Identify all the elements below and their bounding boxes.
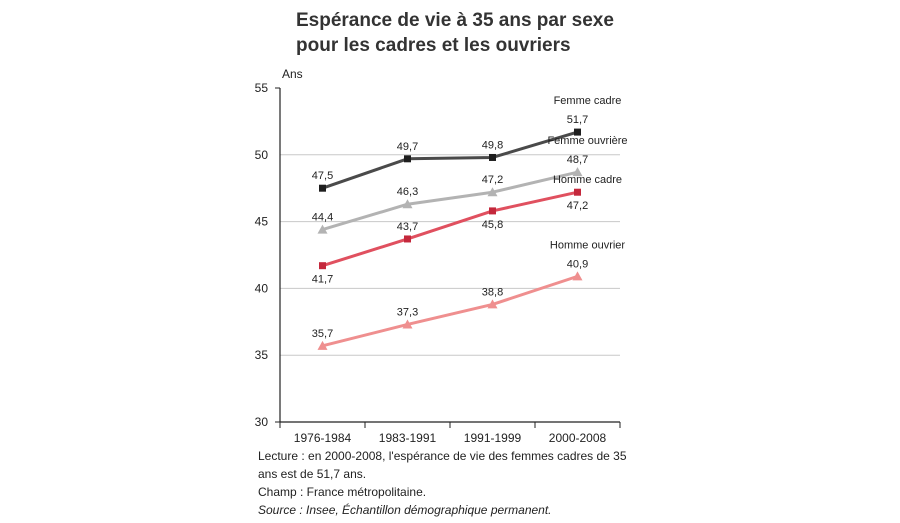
chart-title: Espérance de vie à 35 ans par sexe pour … <box>296 8 614 58</box>
data-label: 41,7 <box>312 274 333 286</box>
series-name-label: Femme ouvrière <box>547 135 627 147</box>
data-label: 48,7 <box>567 154 588 166</box>
data-point <box>572 167 583 177</box>
series-name-label: Homme ouvrier <box>550 239 626 251</box>
series-line <box>322 274 578 348</box>
data-point <box>317 224 328 234</box>
data-point <box>319 262 326 270</box>
data-point <box>402 319 413 329</box>
data-point <box>404 235 411 243</box>
lecture-note: Lecture : en 2000-2008, l'espérance de v… <box>258 449 627 481</box>
chart-title-line-1: Espérance de vie à 35 ans par sexe <box>296 10 614 31</box>
data-point <box>402 199 413 209</box>
data-point <box>574 188 581 196</box>
data-label: 43,7 <box>397 221 418 233</box>
champ-note: Champ : France métropolitaine. <box>258 485 427 499</box>
data-label: 37,3 <box>397 306 418 318</box>
source-note: Source : Insee, Échantillon démographiqu… <box>258 503 552 517</box>
data-point <box>404 155 411 163</box>
data-label: 49,7 <box>397 141 418 153</box>
data-label: 47,5 <box>312 170 333 182</box>
data-point <box>319 184 326 192</box>
data-point <box>487 299 498 309</box>
x-tick-label: 1983-1991 <box>379 431 437 445</box>
series-line <box>322 190 578 268</box>
series-name-label: Femme cadre <box>554 95 622 107</box>
data-label: 35,7 <box>312 328 333 340</box>
data-label: 51,7 <box>567 114 588 126</box>
x-tick-label: 1976-1984 <box>294 431 352 445</box>
data-point <box>574 128 581 136</box>
data-label: 47,2 <box>482 174 503 186</box>
y-tick-label: 35 <box>255 348 269 362</box>
x-tick-label: 2000-2008 <box>549 431 607 445</box>
data-label: 45,8 <box>482 219 503 231</box>
data-point <box>572 271 583 281</box>
y-axis-label: Ans <box>282 67 303 81</box>
data-label: 47,2 <box>567 200 588 212</box>
series-line <box>322 130 578 190</box>
y-tick-label: 40 <box>255 281 269 295</box>
chart-footer: Lecture : en 2000-2008, l'espérance de v… <box>258 447 638 519</box>
y-tick-label: 30 <box>255 415 269 429</box>
data-point <box>317 340 328 350</box>
y-tick-label: 45 <box>255 215 269 229</box>
data-label: 40,9 <box>567 258 588 270</box>
chart-title-line-2: pour les cadres et les ouvriers <box>296 35 571 56</box>
data-label: 38,8 <box>482 286 503 298</box>
data-label: 44,4 <box>312 212 333 224</box>
data-point <box>487 187 498 197</box>
data-label: 49,8 <box>482 139 503 151</box>
series-name-label: Homme cadre <box>553 174 622 186</box>
series-line <box>322 170 578 232</box>
data-point <box>489 207 496 215</box>
y-tick-label: 50 <box>255 148 269 162</box>
data-point <box>489 153 496 161</box>
y-tick-label: 55 <box>255 81 269 95</box>
data-label: 46,3 <box>397 186 418 198</box>
x-tick-label: 1991-1999 <box>464 431 522 445</box>
